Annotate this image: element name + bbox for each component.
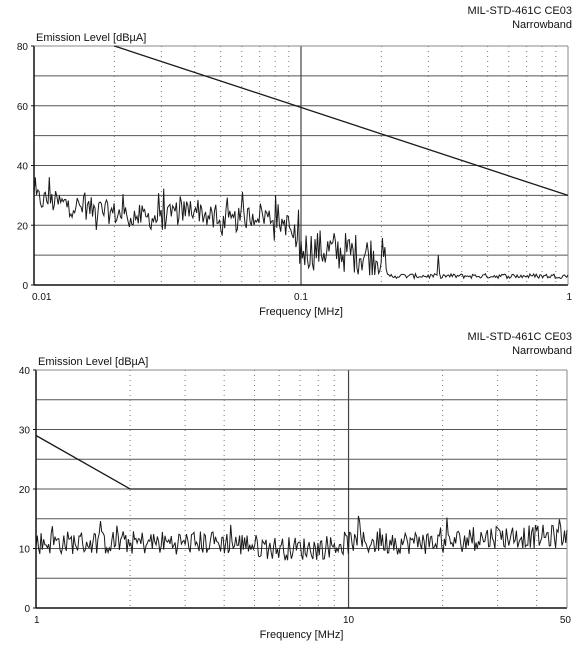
x-tick-label: 1 (34, 615, 40, 626)
y-tick-label: 60 (17, 102, 29, 113)
limit-line (35, 434, 567, 490)
x-axis-label: Frequency [MHz] (260, 629, 344, 641)
chart-title: MIL-STD-461C CE03 (467, 5, 572, 17)
y-tick-label: 30 (19, 426, 31, 437)
y-axis-label: Emission Level [dBµA] (36, 32, 146, 44)
measured-trace (35, 515, 568, 561)
y-tick-label: 10 (19, 545, 31, 556)
chart-ce03-high: MIL-STD-461C CE03 Narrowband Emission Leve… (19, 331, 572, 641)
chart-ce03-low: MIL-STD-461C CE03 Narrowband Emission Leve… (17, 5, 573, 318)
chart-subtitle: Narrowband (512, 19, 572, 31)
y-tick-label: 0 (24, 604, 30, 615)
chart-title: MIL-STD-461C CE03 (467, 331, 572, 343)
chart-subtitle: Narrowband (512, 345, 572, 357)
y-tick-label: 20 (17, 221, 29, 232)
x-tick-label: 50 (560, 615, 572, 626)
y-tick-label: 20 (19, 485, 31, 496)
x-tick-label: 0.1 (294, 292, 308, 303)
y-tick-label: 80 (17, 42, 29, 53)
x-tick-label: 10 (343, 615, 355, 626)
y-tick-label: 40 (17, 162, 29, 173)
y-tick-label: 0 (22, 281, 28, 292)
limit-line (114, 45, 569, 197)
y-tick-label: 40 (19, 366, 31, 377)
measured-trace (33, 177, 569, 281)
x-tick-label: 1 (566, 292, 572, 303)
x-tick-label: 0.01 (32, 292, 52, 303)
x-axis-label: Frequency [MHz] (259, 306, 343, 318)
y-axis-label: Emission Level [dBµA] (38, 356, 148, 368)
